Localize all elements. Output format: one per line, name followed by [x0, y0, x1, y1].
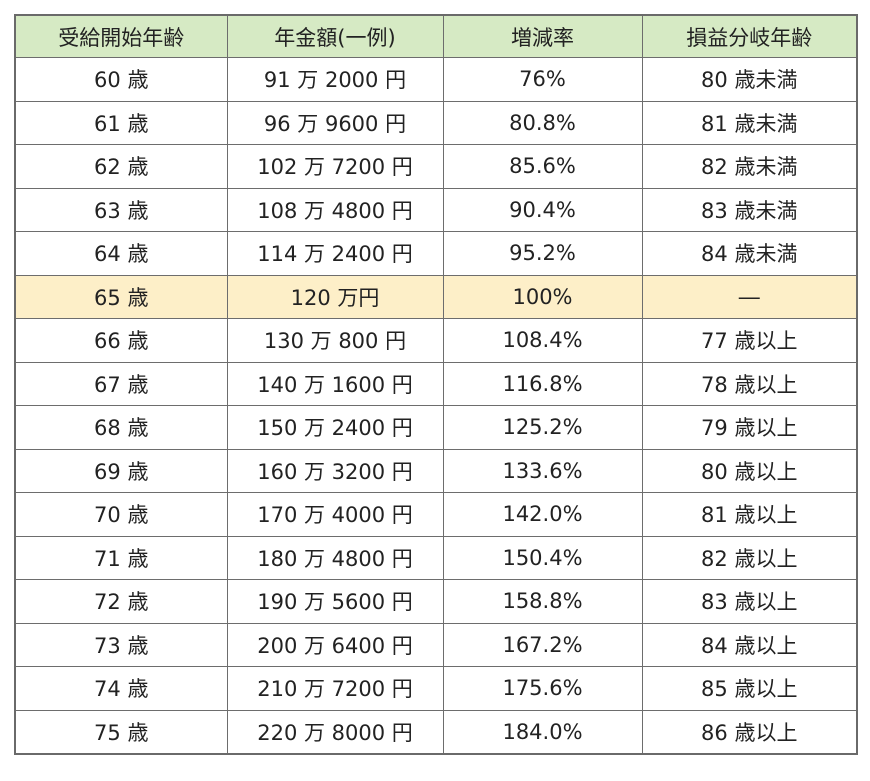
cell-pension-amount: 170 万 4000 円	[226, 492, 444, 537]
table-row: 61 歳 96 万 9600 円 80.8% 81 歳未満	[14, 100, 858, 145]
cell-start-age: 66 歳	[14, 318, 228, 363]
table-row: 66 歳 130 万 800 円 108.4% 77 歳以上	[14, 318, 858, 363]
cell-change-rate: 142.0%	[442, 492, 643, 537]
cell-change-rate: 167.2%	[442, 622, 643, 667]
cell-break-even-age: 82 歳未満	[641, 144, 858, 189]
table-row: 75 歳 220 万 8000 円 184.0% 86 歳以上	[14, 709, 858, 755]
header-change-rate: 増減率	[442, 14, 643, 58]
cell-break-even-age: 80 歳以上	[641, 448, 858, 493]
cell-pension-amount: 190 万 5600 円	[226, 579, 444, 624]
cell-start-age: 71 歳	[14, 535, 228, 580]
pension-start-age-table: 受給開始年齢 年金額(一例) 増減率 損益分岐年齢 60 歳 91 万 2000 …	[14, 14, 858, 755]
cell-start-age: 75 歳	[14, 709, 228, 755]
cell-start-age: 61 歳	[14, 100, 228, 145]
table-row: 64 歳 114 万 2400 円 95.2% 84 歳未満	[14, 231, 858, 276]
cell-pension-amount: 120 万円	[226, 274, 444, 319]
cell-pension-amount: 96 万 9600 円	[226, 100, 444, 145]
cell-pension-amount: 200 万 6400 円	[226, 622, 444, 667]
cell-change-rate: 95.2%	[442, 231, 643, 276]
cell-pension-amount: 102 万 7200 円	[226, 144, 444, 189]
table-header-row: 受給開始年齢 年金額(一例) 増減率 損益分岐年齢	[14, 14, 858, 58]
cell-change-rate: 150.4%	[442, 535, 643, 580]
cell-start-age: 73 歳	[14, 622, 228, 667]
table-row: 60 歳 91 万 2000 円 76% 80 歳未満	[14, 57, 858, 102]
cell-break-even-age: 80 歳未満	[641, 57, 858, 102]
cell-change-rate: 108.4%	[442, 318, 643, 363]
table-row: 73 歳 200 万 6400 円 167.2% 84 歳以上	[14, 622, 858, 667]
table-row: 65 歳 120 万円 100% ―	[14, 274, 858, 319]
cell-break-even-age: 77 歳以上	[641, 318, 858, 363]
cell-break-even-age: 84 歳未満	[641, 231, 858, 276]
table-row: 63 歳 108 万 4800 円 90.4% 83 歳未満	[14, 187, 858, 232]
cell-change-rate: 100%	[442, 274, 643, 319]
cell-start-age: 63 歳	[14, 187, 228, 232]
cell-change-rate: 116.8%	[442, 361, 643, 406]
cell-pension-amount: 140 万 1600 円	[226, 361, 444, 406]
cell-change-rate: 76%	[442, 57, 643, 102]
cell-break-even-age: 86 歳以上	[641, 709, 858, 755]
table-row: 62 歳 102 万 7200 円 85.6% 82 歳未満	[14, 144, 858, 189]
cell-change-rate: 90.4%	[442, 187, 643, 232]
cell-break-even-age: 82 歳以上	[641, 535, 858, 580]
table-row: 71 歳 180 万 4800 円 150.4% 82 歳以上	[14, 535, 858, 580]
cell-change-rate: 80.8%	[442, 100, 643, 145]
cell-start-age: 65 歳	[14, 274, 228, 319]
table-row: 72 歳 190 万 5600 円 158.8% 83 歳以上	[14, 579, 858, 624]
table-row: 70 歳 170 万 4000 円 142.0% 81 歳以上	[14, 492, 858, 537]
cell-change-rate: 175.6%	[442, 666, 643, 711]
cell-pension-amount: 210 万 7200 円	[226, 666, 444, 711]
cell-break-even-age: 85 歳以上	[641, 666, 858, 711]
cell-break-even-age: 84 歳以上	[641, 622, 858, 667]
pension-table-container: 受給開始年齢 年金額(一例) 増減率 損益分岐年齢 60 歳 91 万 2000 …	[14, 14, 858, 755]
header-pension-amount: 年金額(一例)	[226, 14, 444, 58]
cell-pension-amount: 108 万 4800 円	[226, 187, 444, 232]
cell-break-even-age: 81 歳未満	[641, 100, 858, 145]
cell-start-age: 68 歳	[14, 405, 228, 450]
header-break-even-age: 損益分岐年齢	[641, 14, 858, 58]
cell-start-age: 62 歳	[14, 144, 228, 189]
cell-start-age: 64 歳	[14, 231, 228, 276]
cell-start-age: 70 歳	[14, 492, 228, 537]
cell-break-even-age: 79 歳以上	[641, 405, 858, 450]
cell-start-age: 72 歳	[14, 579, 228, 624]
cell-change-rate: 85.6%	[442, 144, 643, 189]
cell-change-rate: 125.2%	[442, 405, 643, 450]
cell-break-even-age: ―	[641, 274, 858, 319]
cell-start-age: 69 歳	[14, 448, 228, 493]
cell-pension-amount: 114 万 2400 円	[226, 231, 444, 276]
table-row: 67 歳 140 万 1600 円 116.8% 78 歳以上	[14, 361, 858, 406]
cell-break-even-age: 78 歳以上	[641, 361, 858, 406]
cell-pension-amount: 180 万 4800 円	[226, 535, 444, 580]
header-start-age: 受給開始年齢	[14, 14, 228, 58]
cell-break-even-age: 83 歳以上	[641, 579, 858, 624]
cell-pension-amount: 91 万 2000 円	[226, 57, 444, 102]
cell-change-rate: 158.8%	[442, 579, 643, 624]
table-row: 69 歳 160 万 3200 円 133.6% 80 歳以上	[14, 448, 858, 493]
table-row: 74 歳 210 万 7200 円 175.6% 85 歳以上	[14, 666, 858, 711]
cell-pension-amount: 220 万 8000 円	[226, 709, 444, 755]
cell-pension-amount: 160 万 3200 円	[226, 448, 444, 493]
table-row: 68 歳 150 万 2400 円 125.2% 79 歳以上	[14, 405, 858, 450]
cell-start-age: 67 歳	[14, 361, 228, 406]
cell-break-even-age: 81 歳以上	[641, 492, 858, 537]
cell-change-rate: 133.6%	[442, 448, 643, 493]
cell-change-rate: 184.0%	[442, 709, 643, 755]
cell-pension-amount: 150 万 2400 円	[226, 405, 444, 450]
cell-start-age: 60 歳	[14, 57, 228, 102]
cell-start-age: 74 歳	[14, 666, 228, 711]
cell-pension-amount: 130 万 800 円	[226, 318, 444, 363]
cell-break-even-age: 83 歳未満	[641, 187, 858, 232]
